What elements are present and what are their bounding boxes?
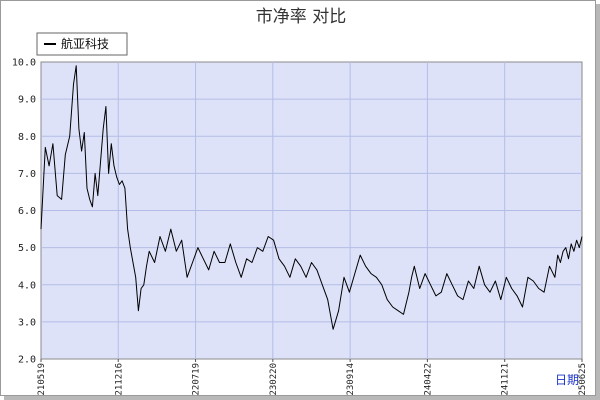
grid-lines [41, 62, 582, 359]
x-tick-label: 20241121 [501, 363, 511, 395]
x-axis-ticks: 20210519 20211216 20220719 20230220 20230914… [37, 359, 588, 395]
y-tick-label: 2.0 [18, 355, 36, 366]
y-tick-label: 7.0 [18, 169, 36, 180]
series-group [40, 65, 583, 330]
x-tick-label: 20220719 [192, 363, 202, 395]
y-tick-label: 4.0 [18, 280, 36, 291]
x-tick-label: 20250625 [578, 363, 588, 395]
x-tick-label: 20230220 [269, 363, 279, 395]
chart-title: 市净率 对比 [256, 7, 346, 27]
pb-ratio-chart: 市净率 对比 2.0 3.0 4.0 5.0 6.0 7.0 8.0 9.0 10.0 2021… [12, 7, 588, 395]
legend-box [36, 32, 128, 56]
series-line [40, 65, 583, 330]
y-tick-label: 3.0 [18, 317, 36, 328]
y-tick-label: 5.0 [18, 243, 36, 254]
x-tick-label: 20211216 [114, 363, 124, 395]
y-tick-label: 9.0 [18, 95, 36, 106]
x-tick-label: 20240422 [423, 363, 433, 395]
y-tick-label: 6.0 [18, 206, 36, 217]
legend: 航亚科技 [36, 32, 128, 56]
y-axis-ticks: 2.0 3.0 4.0 5.0 6.0 7.0 8.0 9.0 10.0 [12, 58, 36, 366]
y-tick-label: 8.0 [18, 132, 36, 143]
legend-label: 航亚科技 [61, 36, 109, 51]
x-tick-label: 20210519 [37, 363, 47, 395]
x-tick-label: 20230914 [346, 363, 356, 395]
x-unit-label: 日期 [555, 373, 579, 387]
y-tick-label: 10.0 [12, 58, 36, 69]
